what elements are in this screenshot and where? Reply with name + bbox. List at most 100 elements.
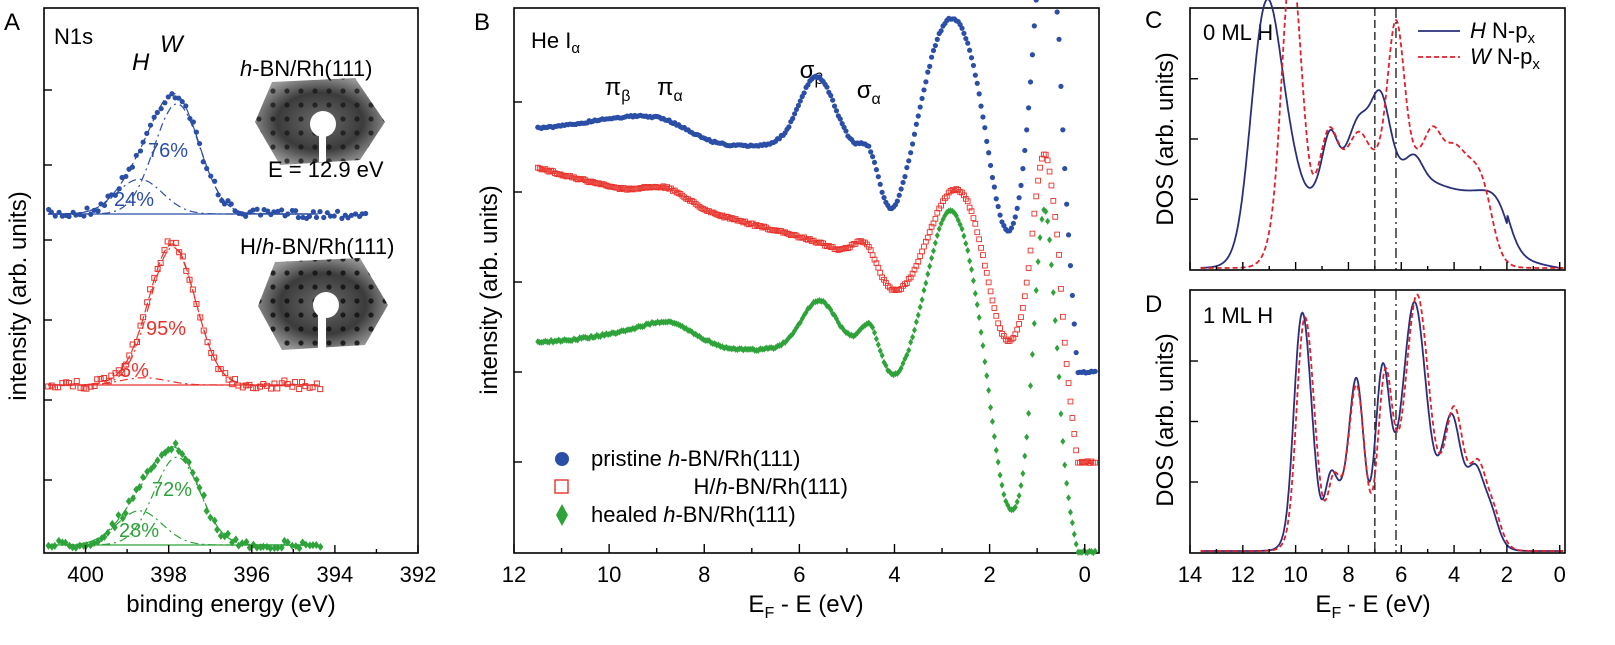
data-point xyxy=(803,236,809,243)
data-point xyxy=(867,247,874,253)
data-point xyxy=(228,201,234,207)
data-point xyxy=(670,188,676,194)
data-point xyxy=(76,541,83,550)
data-point xyxy=(928,54,935,60)
panel-a-xlabel: binding energy (eV) xyxy=(126,591,335,618)
panel-b-axis: 12 10 8 6 4 2 0 xyxy=(502,101,1091,587)
data-point xyxy=(200,491,207,500)
data-point xyxy=(805,236,811,243)
data-point xyxy=(987,288,994,295)
data-point xyxy=(1054,344,1060,352)
panel-b-legend: pristine h-BN/Rh(111) H/h-BN/Rh(111) heale… xyxy=(554,446,848,527)
data-point xyxy=(563,173,570,180)
data-point xyxy=(968,208,975,215)
data-point xyxy=(125,497,132,506)
data-point xyxy=(1035,258,1041,266)
data-point xyxy=(321,214,327,221)
data-point xyxy=(147,122,154,128)
data-point xyxy=(925,270,931,278)
data-point xyxy=(858,238,865,245)
data-point xyxy=(1018,314,1024,321)
data-point xyxy=(1010,335,1017,341)
data-point xyxy=(588,178,594,185)
data-point xyxy=(250,385,257,392)
data-point xyxy=(293,208,299,214)
data-point xyxy=(232,208,238,214)
data-point xyxy=(137,322,144,329)
data-point xyxy=(778,228,785,234)
data-point xyxy=(997,325,1003,332)
data-point xyxy=(1044,157,1051,164)
component-percent-label: 5% xyxy=(120,360,149,382)
data-point xyxy=(913,263,920,269)
data-point xyxy=(917,303,923,311)
data-point xyxy=(123,173,129,180)
data-point xyxy=(837,116,843,122)
panel-b-xlabel: EF - E (eV) xyxy=(748,591,863,622)
data-point xyxy=(1045,217,1051,225)
data-point xyxy=(963,35,969,42)
data-point xyxy=(309,541,316,550)
peak-annotation: σα xyxy=(857,77,881,108)
data-point xyxy=(1026,105,1032,111)
data-point xyxy=(250,207,256,213)
legend-marker-diamond xyxy=(556,504,568,526)
x-tick-label: 14 xyxy=(1178,562,1202,587)
component-fit xyxy=(48,510,317,546)
data-point xyxy=(980,342,986,350)
panel-d-title: 1 ML H xyxy=(1203,303,1273,328)
data-point xyxy=(162,100,168,106)
data-point xyxy=(985,279,992,286)
data-point xyxy=(1066,494,1072,502)
x-tick-label: 4 xyxy=(1448,562,1460,587)
data-point xyxy=(317,209,323,215)
data-point xyxy=(105,378,112,385)
data-point xyxy=(232,535,239,544)
data-point xyxy=(164,238,171,245)
data-point xyxy=(970,215,977,221)
data-point xyxy=(953,212,959,220)
data-point xyxy=(151,461,158,470)
panel-a-spectra: 76% 24% 95% 5% 72% 28% xyxy=(45,91,369,553)
data-point xyxy=(883,361,889,369)
data-point xyxy=(835,247,842,253)
data-point xyxy=(1092,547,1098,555)
data-point xyxy=(1029,52,1036,58)
data-point xyxy=(52,213,58,219)
data-point xyxy=(955,216,961,224)
x-tick-label: 2 xyxy=(1501,562,1513,587)
data-point xyxy=(104,528,111,537)
data-point xyxy=(732,216,739,222)
data-point xyxy=(204,339,211,346)
data-point xyxy=(972,220,979,227)
data-point xyxy=(175,95,182,101)
peak-annotation: πα xyxy=(657,74,683,105)
data-point xyxy=(738,218,745,224)
spectrum-blue xyxy=(535,0,1098,376)
data-point xyxy=(88,211,94,217)
data-point xyxy=(936,225,942,233)
data-point xyxy=(702,206,709,213)
data-point xyxy=(1061,339,1068,346)
data-point xyxy=(1029,350,1035,358)
data-point xyxy=(101,202,108,209)
data-point xyxy=(772,227,779,234)
data-point xyxy=(972,290,978,298)
data-point xyxy=(48,382,55,389)
data-point xyxy=(969,266,975,274)
data-point xyxy=(995,458,1001,466)
data-point xyxy=(970,277,976,285)
panel-b-ylabel: intensity (arb. units) xyxy=(476,185,503,394)
data-point xyxy=(574,176,581,183)
data-point xyxy=(302,383,309,390)
data-point xyxy=(190,119,196,125)
data-point xyxy=(1054,9,1060,15)
data-point xyxy=(203,507,210,516)
inset-bottom-title: H/h-BN/Rh(111) xyxy=(240,234,394,259)
data-point xyxy=(1024,433,1030,441)
data-point xyxy=(924,234,931,241)
data-point xyxy=(879,351,885,359)
data-point xyxy=(790,115,796,122)
